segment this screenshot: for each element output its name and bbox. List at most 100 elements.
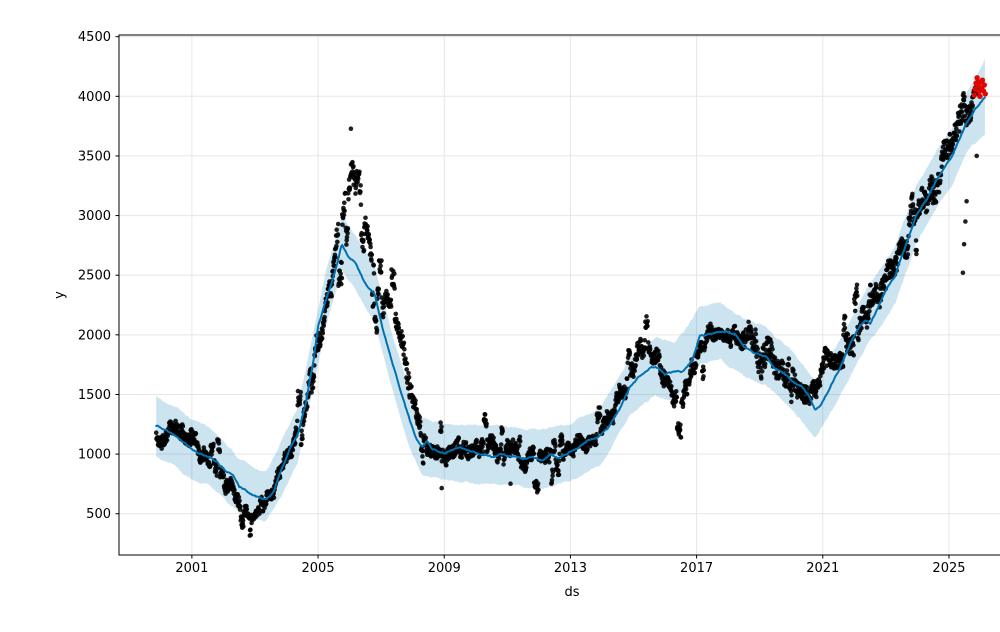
observation-point — [371, 263, 377, 268]
observation-point — [345, 191, 351, 196]
observation-point — [376, 286, 382, 292]
observation-point — [414, 407, 420, 412]
observation-point — [557, 458, 562, 464]
observation-point — [232, 487, 237, 493]
observation-point — [401, 340, 407, 346]
observation-point — [762, 361, 768, 367]
observation-point — [392, 271, 397, 277]
observation-point — [755, 346, 760, 352]
observation-point — [842, 314, 848, 320]
observation-point — [536, 487, 541, 493]
observation-point — [376, 292, 381, 297]
observation-point — [867, 309, 872, 314]
observation-point — [365, 223, 370, 229]
observation-point — [741, 330, 746, 335]
observation-point — [263, 501, 269, 507]
observation-point — [517, 439, 523, 444]
observation-point — [289, 453, 295, 459]
observation-point — [193, 431, 199, 436]
observation-point — [954, 126, 959, 132]
observation-point — [438, 429, 444, 435]
highlight-points — [971, 75, 988, 100]
observation-point — [784, 368, 790, 373]
observation-point — [481, 449, 486, 455]
observation-point — [646, 340, 651, 345]
observation-point — [380, 314, 386, 320]
observation-point — [939, 164, 945, 169]
observation-outlier-point — [508, 481, 513, 487]
observation-point — [677, 427, 683, 433]
observation-point — [753, 331, 759, 337]
y-tick-label: 4500 — [78, 30, 111, 45]
observation-point — [789, 399, 794, 405]
observation-outlier-point — [964, 199, 969, 204]
observation-point — [358, 189, 363, 195]
observation-point — [908, 215, 913, 221]
observation-outlier-point — [961, 241, 967, 247]
x-tick-label: 2005 — [302, 561, 335, 576]
observation-point — [439, 424, 444, 429]
observation-point — [474, 437, 479, 443]
observation-point — [531, 445, 536, 451]
highlight-point — [971, 92, 977, 98]
observation-point — [633, 363, 638, 368]
observation-point — [970, 103, 975, 108]
observation-point — [361, 248, 367, 253]
observation-point — [344, 234, 350, 240]
observation-point — [311, 379, 316, 384]
observation-point — [373, 318, 379, 324]
observation-point — [392, 286, 397, 291]
y-tick-label: 4000 — [78, 90, 111, 105]
x-axis-label: ds — [564, 585, 580, 600]
observation-point — [854, 282, 860, 288]
observation-point — [372, 301, 377, 307]
observation-point — [854, 289, 859, 295]
observation-point — [702, 345, 708, 350]
observation-point — [353, 191, 358, 196]
observation-point — [388, 304, 394, 309]
observation-point — [501, 462, 506, 467]
observation-point — [374, 327, 380, 333]
observation-point — [300, 436, 305, 442]
observation-point — [298, 393, 303, 399]
observation-point — [594, 442, 599, 447]
observation-point — [644, 314, 649, 319]
observation-point — [535, 481, 541, 486]
observation-point — [217, 449, 223, 455]
observation-point — [369, 252, 375, 258]
observation-point — [817, 383, 823, 388]
observation-point — [680, 401, 686, 407]
observation-point — [961, 91, 966, 96]
observation-point — [746, 319, 751, 325]
observation-point — [936, 189, 942, 195]
observation-point — [638, 338, 644, 344]
observation-point — [954, 133, 960, 139]
observation-point — [947, 132, 953, 137]
observation-point — [342, 208, 347, 214]
observation-point — [561, 457, 566, 462]
observation-point — [412, 401, 418, 407]
observation-point — [763, 347, 768, 353]
observation-point — [683, 386, 689, 392]
observation-point — [612, 409, 618, 414]
observation-point — [355, 176, 361, 182]
observation-point — [657, 354, 662, 359]
observation-point — [498, 446, 504, 452]
observation-point — [855, 293, 860, 299]
observation-point — [339, 281, 344, 287]
highlight-point — [977, 93, 983, 100]
x-tick-label: 2021 — [806, 561, 839, 576]
observation-point — [371, 271, 377, 276]
forecast-line — [155, 96, 986, 501]
y-tick-label: 1500 — [78, 388, 111, 403]
prophet-forecast-chart: 2001 2005 2009 2013 2017 2021 2025 500 1000 1500 2… — [40, 16, 1000, 616]
observation-point — [555, 462, 560, 468]
observation-point — [417, 415, 423, 420]
observation-point — [553, 443, 558, 449]
observation-point — [403, 356, 408, 361]
plot-frame — [118, 34, 1000, 556]
observation-point — [856, 337, 861, 343]
highlight-point — [981, 82, 987, 88]
observation-point — [216, 437, 221, 443]
observation-point — [350, 159, 355, 165]
